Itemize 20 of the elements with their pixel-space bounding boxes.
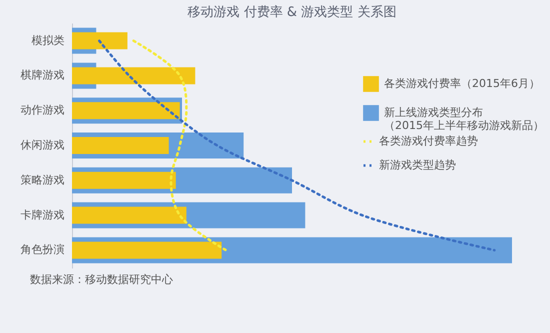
y-tick-label: 卡牌游戏 bbox=[20, 208, 64, 222]
source-note: 数据来源：移动数据研究中心 bbox=[29, 272, 174, 287]
y-tick-label: 动作游戏 bbox=[20, 104, 64, 117]
bar bbox=[72, 206, 186, 224]
bar bbox=[72, 137, 169, 154]
legend-label: 各类游戏付费率（2015年6月） bbox=[384, 77, 540, 90]
bar bbox=[72, 102, 180, 120]
y-tick-label: 休闲游戏 bbox=[20, 138, 64, 152]
legend-label: 各类游戏付费率趋势 bbox=[379, 134, 478, 148]
chart-title: 移动游戏 付费率 & 游戏类型 关系图 bbox=[188, 4, 396, 20]
y-tick-label: 模拟类 bbox=[32, 34, 64, 47]
y-tick-label: 角色扮演 bbox=[20, 243, 64, 256]
bar bbox=[72, 172, 176, 189]
bar bbox=[72, 67, 196, 84]
y-tick-label: 棋牌游戏 bbox=[20, 68, 64, 82]
bar bbox=[72, 32, 128, 50]
legend-label: 新游戏类型趋势 bbox=[379, 158, 456, 172]
bar bbox=[72, 242, 222, 259]
y-tick-label: 策略游戏 bbox=[20, 173, 64, 186]
legend-label: 新上线游戏类型分布（2015年上半年移动游戏新品） bbox=[384, 106, 544, 132]
